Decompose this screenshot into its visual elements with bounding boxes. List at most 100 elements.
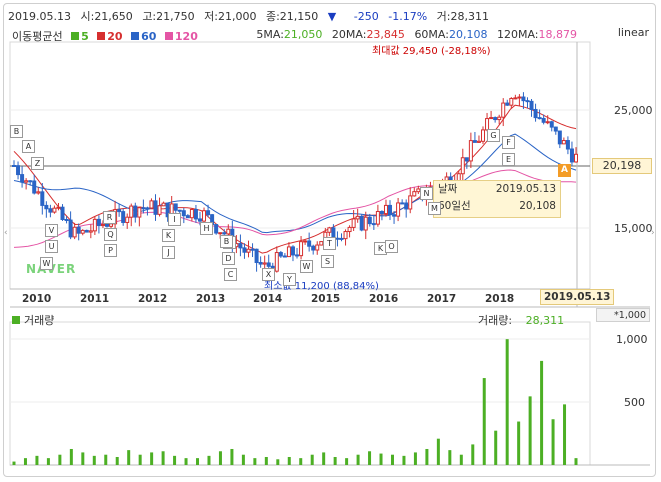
volume-bar [35,455,39,465]
event-marker[interactable]: D [222,252,235,265]
y-label-15000: 15,000 [614,222,653,235]
event-marker[interactable]: M [428,202,441,215]
volume-bar [58,454,62,465]
event-marker[interactable]: Q [104,228,117,241]
event-marker[interactable]: F [502,136,515,149]
candle-body [149,200,154,209]
candle-body [258,262,263,265]
candle-body [16,165,21,176]
volume-bar [528,396,532,465]
event-marker[interactable]: O [385,240,398,253]
candle-body [476,140,481,143]
event-marker[interactable]: W [300,260,313,273]
candle-body [206,210,211,216]
volume-bar [379,453,383,465]
candle-body [193,208,198,220]
event-marker[interactable]: T [323,237,336,250]
volume-bar [425,448,429,465]
candle-body [161,202,166,207]
volume-bar [287,456,291,465]
event-marker[interactable]: B [220,235,233,248]
candle-body [197,218,202,222]
volume-bar [563,404,567,465]
ma-legend-20[interactable]: 20 [97,30,123,43]
candle-body [246,248,251,253]
vol-label-500: 500 [624,396,645,409]
event-marker[interactable]: W [40,257,53,270]
volume-readout: 거래량: 28,311 [478,314,565,327]
candle-body [359,215,364,231]
candle-body [404,202,409,210]
x-label-2017: 2017 [427,293,457,305]
volume-bar [413,452,417,465]
volume-bar [218,451,222,465]
event-marker[interactable]: X [262,268,275,281]
y-label-25000: 25,000 [614,104,653,117]
candle-body [392,214,397,217]
event-marker[interactable]: Y [283,273,296,286]
candle-body [319,241,324,246]
ma5-value: 21,050 [283,28,323,41]
candle-body [222,232,227,235]
volume-bar [253,458,257,465]
quote-open: 시:21,650 [80,10,133,23]
candle-body [363,216,368,231]
volume-bar [368,451,372,465]
candle-body [303,240,308,243]
event-marker[interactable]: Z [31,157,44,170]
max-value-label: 최대값 29,450 (-28,18%) [372,46,491,57]
candle-body [472,140,477,143]
ma-legend-5[interactable]: 5 [71,30,89,43]
event-marker[interactable]: H [200,222,213,235]
event-marker[interactable]: G [487,129,500,142]
candle-body [553,126,558,132]
event-marker[interactable]: A [22,140,35,153]
candle-body [541,117,546,123]
volume-unit-badge: *1,000 [596,308,650,322]
candle-body [343,231,348,240]
event-marker[interactable]: U [45,240,58,253]
event-marker[interactable]: N [420,187,433,200]
candle-body [266,262,271,267]
candle-body [400,202,405,205]
candle-body [412,191,417,197]
candle-body [218,232,223,235]
moving-average-values: 5MA:21,050 20MA:23,845 60MA:20,108 120MA… [256,28,577,41]
event-marker[interactable]: B [10,125,23,138]
event-marker[interactable]: I [168,213,181,226]
candle-body [177,209,182,212]
volume-bar [310,454,314,465]
volume-bar [540,360,544,465]
event-marker[interactable]: V [45,224,58,237]
event-marker-current[interactable]: A [558,164,571,177]
candle-body [299,241,304,257]
candle-body [383,204,388,215]
ma-legend-120[interactable]: 120 [164,30,198,43]
event-marker[interactable]: K [162,229,175,242]
volume-bar [138,454,142,465]
event-marker[interactable]: C [224,268,237,281]
scroll-left-icon[interactable]: ‹ [4,228,8,238]
candle-body [214,224,219,234]
ma-legend-60[interactable]: 60 [131,30,156,43]
volume-bar [184,458,188,465]
event-marker[interactable]: J [162,246,175,259]
event-marker[interactable]: P [104,244,117,257]
candle-body [307,240,312,247]
candle-body [242,247,247,253]
event-marker[interactable]: S [321,255,334,268]
candle-body [44,204,49,210]
event-marker[interactable]: R [103,211,116,224]
event-marker[interactable]: E [502,153,515,166]
candle-body [92,218,97,232]
candle-body [557,130,562,145]
scroll-right-icon[interactable]: › [651,228,655,238]
volume-bar [173,455,177,465]
volume-bar [494,430,498,465]
chart-frame [3,3,656,477]
scale-mode-toggle[interactable]: linear [617,26,649,39]
candle-body [137,207,142,218]
quote-volume: 거:28,311 [436,10,489,23]
candle-body [84,229,89,233]
